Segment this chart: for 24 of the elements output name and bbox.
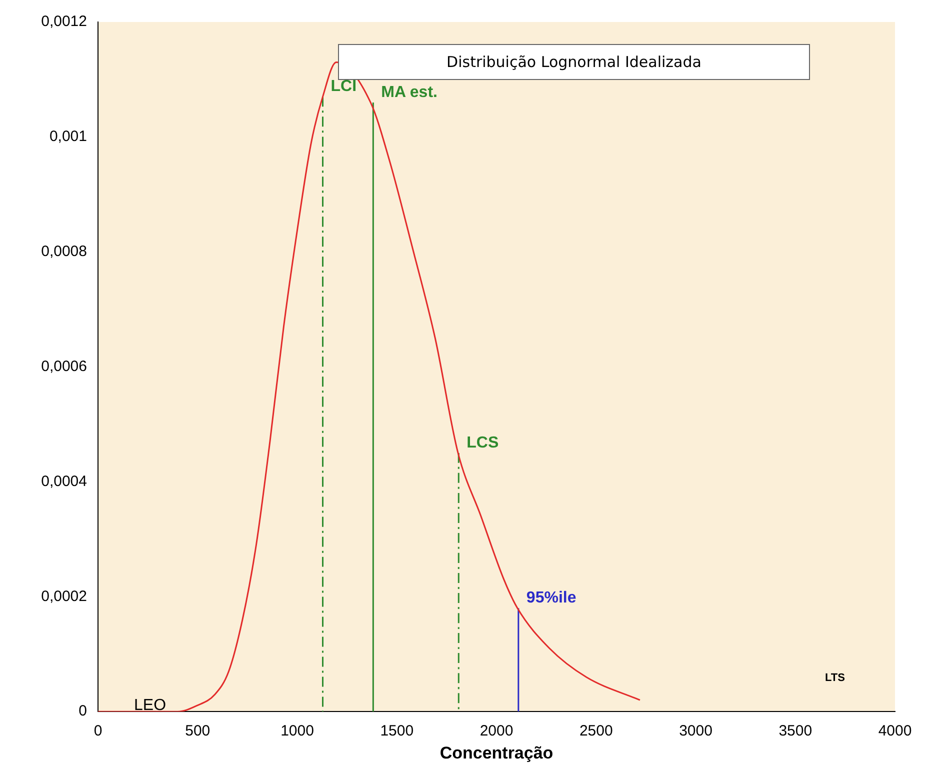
series-label: LCS — [466, 434, 499, 452]
y-tick-label: 0 — [78, 702, 87, 720]
x-tick-label: 1500 — [380, 722, 414, 740]
y-tick-label: 0,0002 — [41, 588, 87, 605]
y-tick-label: 0,0008 — [41, 243, 87, 260]
annotation: LEO — [134, 697, 166, 714]
x-tick-label: 0 — [94, 722, 102, 740]
x-tick-label: 500 — [185, 722, 210, 740]
x-tick-label: 3000 — [679, 722, 712, 740]
text-box: Distribuição Lognormal Idealizada — [338, 44, 810, 80]
y-tick-label: 0,0006 — [41, 358, 87, 375]
y-tick-label: 0,001 — [49, 128, 87, 146]
x-tick-label: 2500 — [579, 722, 613, 740]
annotation: LTS — [825, 672, 845, 684]
series-label: 95%ile — [526, 590, 576, 607]
x-tick-label: 3500 — [778, 722, 812, 740]
series-label: MA est. — [381, 84, 438, 101]
x-tick-label: 2000 — [480, 722, 514, 740]
x-tick-label: 4000 — [878, 722, 912, 740]
x-axis-title: Concentração — [440, 743, 554, 762]
y-tick-label: 0,0004 — [41, 472, 87, 490]
series-label: LCI — [330, 78, 357, 96]
x-tick-label: 1000 — [280, 722, 314, 740]
y-tick-label: 0,0012 — [41, 13, 87, 30]
